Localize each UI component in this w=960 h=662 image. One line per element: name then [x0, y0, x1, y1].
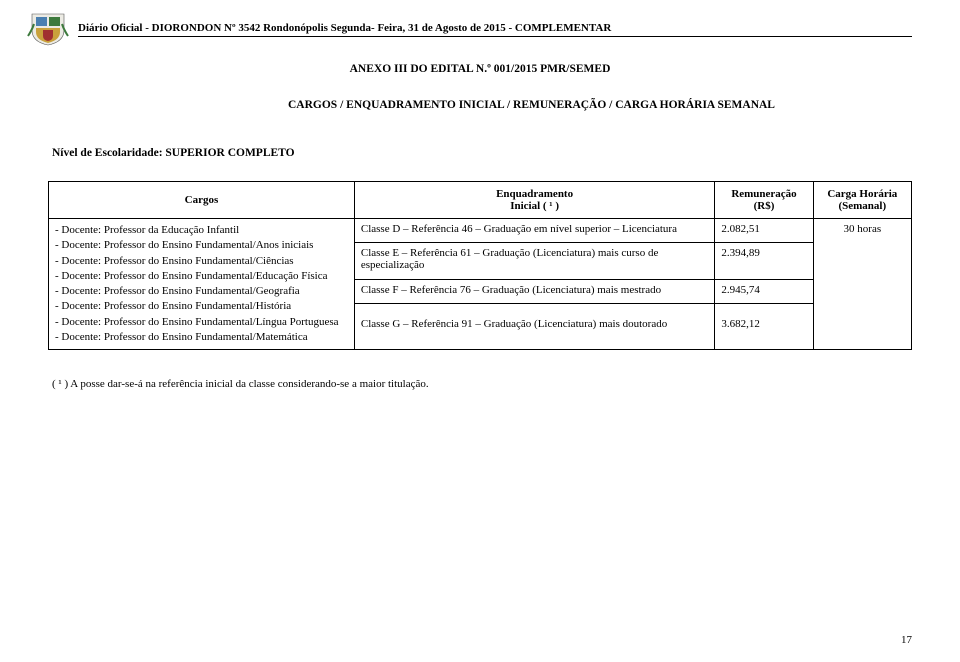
th-enq-line1: Enquadramento [496, 188, 573, 200]
carga-cell: 30 horas [813, 219, 911, 350]
cargo-item: - Docente: Professor do Ensino Fundament… [55, 254, 348, 268]
page-number: 17 [901, 634, 912, 646]
table-row: - Docente: Professor da Educação Infanti… [49, 219, 912, 243]
cargo-item: - Docente: Professor do Ensino Fundament… [55, 238, 348, 252]
th-cargos: Cargos [49, 182, 355, 219]
rem-cell: 2.394,89 [715, 242, 813, 279]
enquadramento-table: Cargos Enquadramento Inicial ( ¹ ) Remun… [48, 181, 912, 350]
enq-cell: Classe D – Referência 46 – Graduação em … [354, 219, 714, 243]
cargo-item: - Docente: Professor do Ensino Fundament… [55, 269, 348, 283]
enq-cell: Classe E – Referência 61 – Graduação (Li… [354, 242, 714, 279]
header-publication-line: Diário Oficial - DIORONDON Nº 3542 Rondo… [48, 22, 912, 34]
th-carga-line1: Carga Horária [827, 188, 897, 200]
cargo-item: - Docente: Professor do Ensino Fundament… [55, 284, 348, 298]
rem-cell: 3.682,12 [715, 303, 813, 349]
sub-title: CARGOS / ENQUADRAMENTO INICIAL / REMUNER… [288, 99, 912, 111]
enq-cell: Classe F – Referência 76 – Graduação (Li… [354, 280, 714, 304]
anexo-title: ANEXO III DO EDITAL N.º 001/2015 PMR/SEM… [48, 63, 912, 75]
table-header-row: Cargos Enquadramento Inicial ( ¹ ) Remun… [49, 182, 912, 219]
th-enquadramento: Enquadramento Inicial ( ¹ ) [354, 182, 714, 219]
coat-of-arms-icon [26, 10, 70, 46]
header-divider [78, 36, 912, 37]
th-rem-line2: (R$) [754, 200, 775, 212]
th-remuneracao: Remuneração (R$) [715, 182, 813, 219]
th-enq-line2: Inicial ( ¹ ) [510, 200, 559, 212]
rem-cell: 2.945,74 [715, 280, 813, 304]
nivel-escolaridade: Nível de Escolaridade: SUPERIOR COMPLETO [52, 147, 912, 159]
enq-cell: Classe G – Referência 91 – Graduação (Li… [354, 303, 714, 349]
th-carga-line2: (Semanal) [838, 200, 886, 212]
page: Diário Oficial - DIORONDON Nº 3542 Rondo… [0, 0, 960, 662]
rem-cell: 2.082,51 [715, 219, 813, 243]
cargo-item: - Docente: Professor do Ensino Fundament… [55, 315, 348, 329]
cargo-item: - Docente: Professor do Ensino Fundament… [55, 330, 348, 344]
th-carga: Carga Horária (Semanal) [813, 182, 911, 219]
cargos-list: - Docente: Professor da Educação Infanti… [55, 223, 348, 344]
cargo-item: - Docente: Professor do Ensino Fundament… [55, 299, 348, 313]
footnote: ( ¹ ) A posse dar-se-á na referência ini… [52, 378, 912, 390]
th-rem-line1: Remuneração [731, 188, 796, 200]
cargos-cell: - Docente: Professor da Educação Infanti… [49, 219, 355, 350]
cargo-item: - Docente: Professor da Educação Infanti… [55, 223, 348, 237]
